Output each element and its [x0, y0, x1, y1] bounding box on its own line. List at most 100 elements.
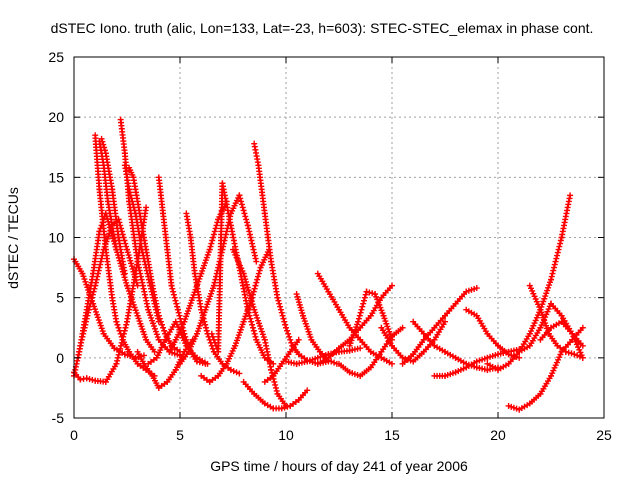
data-point: [281, 318, 288, 325]
data-point: [150, 320, 157, 327]
data-point: [99, 138, 106, 145]
data-point: [86, 376, 93, 383]
data-point: [174, 303, 181, 310]
data-point: [95, 267, 102, 274]
data-point: [272, 384, 279, 391]
data-point: [127, 257, 134, 264]
data-point: [153, 331, 160, 338]
data-point: [254, 276, 261, 283]
data-point: [442, 318, 448, 325]
data-point: [121, 270, 128, 277]
data-point: [82, 278, 89, 285]
data-point: [155, 312, 162, 319]
data-point: [376, 301, 383, 308]
data-point: [147, 312, 154, 319]
data-point: [541, 295, 548, 302]
data-point: [543, 290, 550, 297]
data-point: [132, 307, 139, 314]
data-point: [249, 243, 256, 250]
data-point: [363, 288, 370, 295]
data-point: [236, 192, 243, 199]
data-point: [203, 327, 210, 334]
data-point: [252, 333, 259, 340]
data-point: [355, 318, 362, 325]
data-point: [133, 279, 140, 286]
x-tick-label: 20: [490, 427, 506, 443]
data-point: [118, 333, 125, 340]
data-point: [123, 279, 130, 286]
data-point: [278, 405, 285, 412]
data-point: [245, 287, 252, 294]
data-point: [122, 277, 129, 284]
data-point: [132, 277, 139, 284]
data-point: [233, 369, 240, 376]
data-point: [252, 309, 259, 316]
series-36: [516, 300, 586, 355]
x-tick-label: 0: [70, 427, 78, 443]
x-axis-label: GPS time / hours of day 241 of year 2006: [210, 458, 468, 474]
data-point: [253, 312, 260, 319]
data-point: [250, 288, 257, 295]
series-line: [253, 143, 329, 365]
data-point: [175, 309, 182, 316]
data-point: [255, 270, 262, 277]
data-point: [168, 282, 175, 289]
data-point: [294, 293, 301, 300]
data-point: [568, 350, 575, 357]
data-point: [556, 243, 563, 250]
data-point: [128, 195, 135, 202]
data-point: [295, 336, 302, 343]
axis-ticks: 0 5 10 15 20 25 -5 0 5 10 15 20 25: [48, 49, 612, 443]
data-point: [268, 366, 275, 373]
data-point: [242, 213, 249, 220]
data-point: [247, 295, 254, 302]
data-point: [562, 348, 569, 355]
data-point: [117, 330, 124, 337]
data-point: [251, 330, 258, 337]
data-point: [115, 324, 122, 331]
y-tick-label: 20: [48, 109, 64, 125]
data-point: [170, 288, 177, 295]
data-point: [328, 358, 335, 365]
data-point: [158, 321, 165, 328]
data-point: [209, 237, 216, 244]
data-point: [151, 325, 158, 332]
data-point: [279, 312, 286, 319]
data-point: [251, 252, 258, 259]
data-point: [256, 323, 263, 330]
data-point: [571, 351, 578, 358]
data-point: [277, 306, 284, 313]
data-point: [126, 189, 133, 196]
data-point: [579, 324, 586, 331]
data-point: [361, 297, 368, 304]
data-point: [544, 287, 551, 294]
data-point: [80, 273, 87, 280]
data-point: [567, 192, 574, 199]
series-17: [198, 246, 273, 385]
data-point: [128, 260, 135, 267]
x-tick-label: 25: [596, 427, 612, 443]
data-point: [331, 359, 338, 366]
data-point: [230, 368, 237, 375]
data-point: [243, 219, 250, 226]
data-point: [555, 246, 562, 253]
data-point: [125, 288, 132, 295]
data-point: [116, 327, 123, 334]
data-point: [355, 315, 362, 322]
data-point: [275, 297, 282, 304]
data-point: [238, 201, 245, 208]
data-point: [204, 360, 211, 367]
data-point: [256, 267, 263, 274]
data-point: [125, 252, 132, 259]
data-point: [252, 282, 259, 289]
data-point: [257, 325, 264, 332]
data-point: [210, 234, 217, 241]
data-point: [122, 240, 129, 247]
data-point: [202, 321, 209, 328]
data-point: [374, 296, 381, 303]
data-point: [296, 301, 303, 308]
data-point: [211, 228, 218, 235]
data-point: [369, 290, 376, 297]
y-tick-label: -5: [52, 410, 65, 426]
